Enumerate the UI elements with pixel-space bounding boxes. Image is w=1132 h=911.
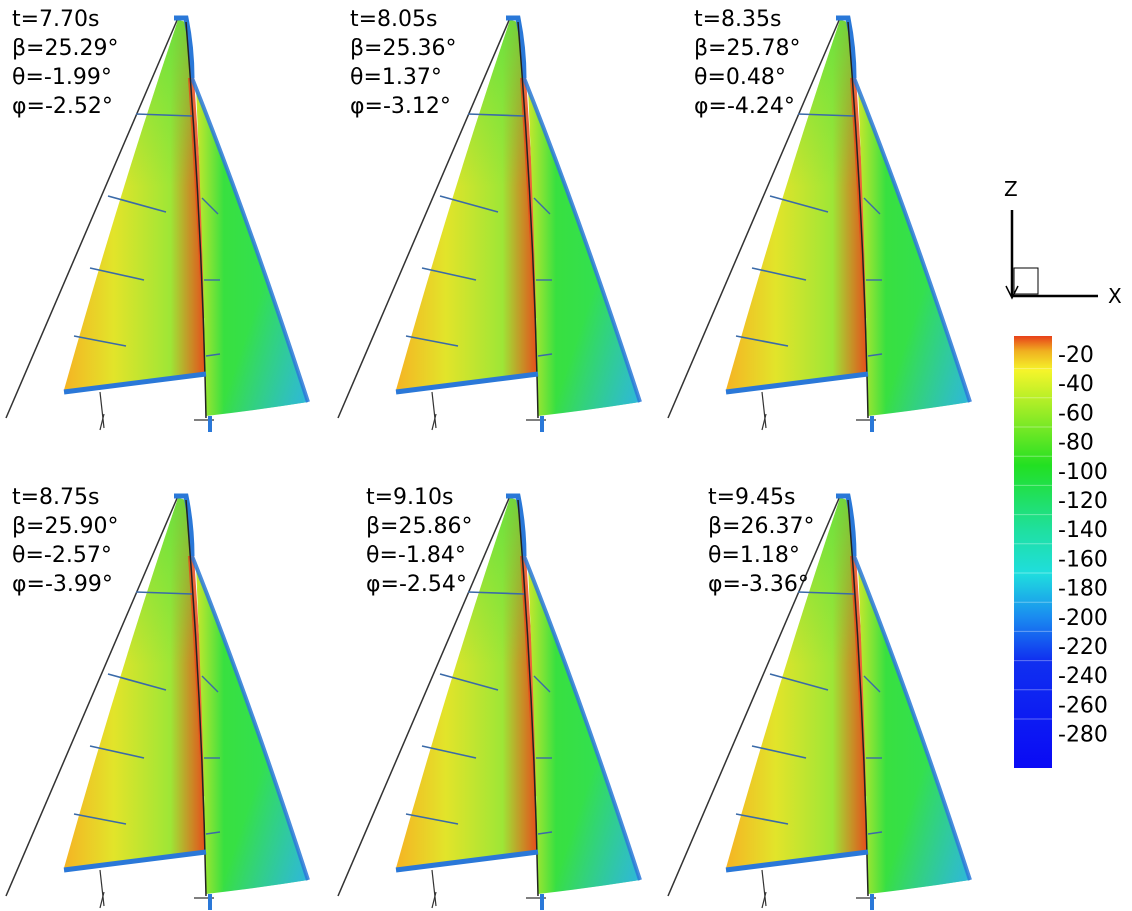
- panel-1-phi: φ=-2.52°: [12, 94, 113, 119]
- panel-6-phi: φ=-3.36°: [708, 572, 809, 597]
- colorbar-ticks: -20 -40 -60 -80 -100 -120 -140 -160 -180 -200 -220…: [1058, 343, 1108, 748]
- panel-3-time: t=8.35s: [694, 7, 782, 32]
- x-axis-label: X: [1108, 284, 1122, 308]
- panel-5-time: t=9.10s: [366, 485, 454, 510]
- panel-1-time: t=7.70s: [12, 7, 100, 32]
- panel-6-theta: θ=1.18°: [708, 543, 800, 568]
- panel-5-theta: θ=-1.84°: [366, 543, 466, 568]
- colorbar-tick-label: -100: [1058, 460, 1108, 485]
- panel-4-time: t=8.75s: [12, 485, 100, 510]
- colorbar-tick-label: -60: [1058, 401, 1094, 426]
- coordinate-axes: Z X: [1004, 177, 1122, 308]
- colorbar-tick-label: -200: [1058, 606, 1108, 631]
- panel-3-labels: t=8.35s β=25.78° θ=0.48° φ=-4.24°: [694, 7, 800, 119]
- panel-5-labels: t=9.10s β=25.86° θ=-1.84° φ=-2.54°: [366, 485, 472, 597]
- colorbar-tick-label: -140: [1058, 518, 1108, 543]
- colorbar-tick-label: -260: [1058, 693, 1108, 718]
- panel-2-beta: β=25.36°: [350, 36, 456, 61]
- panel-6-beta: β=26.37°: [708, 514, 814, 539]
- colorbar-tick-label: -180: [1058, 577, 1108, 602]
- colorbar-bands: [1014, 368, 1052, 720]
- colorbar-gradient: [1014, 336, 1052, 768]
- panel-5-beta: β=25.86°: [366, 514, 472, 539]
- panel-3-phi: φ=-4.24°: [694, 94, 795, 119]
- colorbar-tick-label: -120: [1058, 489, 1108, 514]
- panel-6-time: t=9.45s: [708, 485, 796, 510]
- right-angle-marker: [1013, 267, 1039, 295]
- panel-4-beta: β=25.90°: [12, 514, 118, 539]
- panel-3-theta: θ=0.48°: [694, 65, 786, 90]
- colorbar-tick-label: -240: [1058, 664, 1108, 689]
- panel-1-theta: θ=-1.99°: [12, 65, 112, 90]
- colorbar: -20 -40 -60 -80 -100 -120 -140 -160 -180 -200 -220…: [1014, 336, 1108, 768]
- panel-1-beta: β=25.29°: [12, 36, 118, 61]
- colorbar-tick-label: -220: [1058, 635, 1108, 660]
- colorbar-tick-label: -80: [1058, 431, 1094, 456]
- panel-2-theta: θ=1.37°: [350, 65, 442, 90]
- colorbar-tick-label: -40: [1058, 372, 1094, 397]
- panel-4-labels: t=8.75s β=25.90° θ=-2.57° φ=-3.99°: [12, 485, 118, 597]
- colorbar-tick-label: -280: [1058, 723, 1108, 748]
- axis-origin-arrow-icon: [1005, 285, 1019, 300]
- colorbar-tick-label: -160: [1058, 547, 1108, 572]
- z-axis-label: Z: [1004, 177, 1018, 201]
- panel-6-labels: t=9.45s β=26.37° θ=1.18° φ=-3.36°: [708, 485, 814, 597]
- panel-2-labels: t=8.05s β=25.36° θ=1.37° φ=-3.12°: [350, 7, 456, 119]
- panel-5-phi: φ=-2.54°: [366, 572, 467, 597]
- panel-4-phi: φ=-3.99°: [12, 572, 113, 597]
- panel-1-labels: t=7.70s β=25.29° θ=-1.99° φ=-2.52°: [12, 7, 118, 119]
- panel-2-phi: φ=-3.12°: [350, 94, 451, 119]
- panel-4-theta: θ=-2.57°: [12, 543, 112, 568]
- panel-2-time: t=8.05s: [350, 7, 438, 32]
- colorbar-tick-label: -20: [1058, 343, 1094, 368]
- panel-3-beta: β=25.78°: [694, 36, 800, 61]
